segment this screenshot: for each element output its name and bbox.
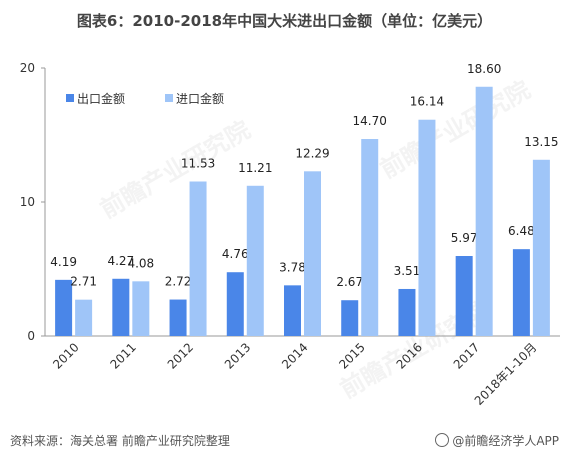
export-bar	[169, 299, 187, 336]
legend-swatch	[66, 94, 74, 102]
export-bar	[226, 272, 244, 336]
data-label: 2.72	[165, 275, 192, 289]
import-bar	[418, 119, 436, 336]
data-label: 16.14	[410, 95, 444, 109]
export-bar	[341, 300, 359, 336]
data-label: 2.67	[336, 275, 363, 289]
y-tick-label: 20	[20, 61, 35, 75]
import-bar	[75, 299, 93, 336]
x-tick-label: 2012	[165, 340, 196, 371]
data-label: 2.71	[70, 275, 97, 289]
source-note: 资料来源：海关总署 前瞻产业研究院整理	[10, 434, 230, 448]
data-label: 4.08	[127, 256, 154, 270]
x-tick-label: 2014	[279, 340, 310, 371]
x-tick-label: 2011	[107, 340, 138, 371]
data-label: 3.51	[394, 264, 421, 278]
export-bar	[55, 279, 73, 336]
x-tick-label: 2010	[50, 340, 81, 371]
data-label: 3.78	[279, 260, 306, 274]
data-label: 11.21	[238, 161, 272, 175]
data-label: 4.76	[222, 247, 249, 261]
brand-credit: @前瞻经济学人APP	[435, 432, 559, 449]
import-bar	[189, 181, 207, 336]
legend-swatch	[165, 94, 173, 102]
export-bar	[112, 278, 130, 336]
data-label: 13.15	[524, 135, 558, 149]
export-bar	[398, 288, 416, 336]
legend-label: 出口金额	[77, 91, 125, 106]
x-tick-label: 2016	[394, 340, 425, 371]
data-label: 12.29	[295, 146, 329, 160]
data-label: 14.70	[353, 114, 387, 128]
import-bar	[246, 185, 264, 336]
legend-label: 进口金额	[176, 91, 224, 106]
data-label: 5.97	[451, 231, 478, 245]
chart-title: 图表6：2010-2018年中国大米进出口金额（单位：亿美元）	[76, 12, 493, 30]
brand-text: @前瞻经济学人APP	[452, 434, 559, 448]
y-tick-label: 10	[20, 195, 35, 209]
import-bar	[475, 86, 493, 336]
brand-logo-icon	[435, 433, 450, 447]
y-tick-label: 0	[27, 329, 35, 343]
export-bar	[284, 285, 301, 336]
export-bar	[512, 249, 530, 336]
data-label: 4.27	[107, 254, 134, 268]
import-bar	[361, 139, 379, 336]
import-bar	[532, 159, 550, 336]
x-tick-label: 2013	[222, 340, 253, 371]
data-label: 18.60	[467, 62, 501, 76]
import-bar	[304, 171, 321, 336]
data-label: 4.19	[50, 255, 77, 269]
export-bar	[455, 256, 473, 336]
import-bar	[132, 281, 150, 336]
x-tick-label: 2017	[451, 340, 482, 371]
data-label: 11.53	[181, 156, 215, 170]
data-label: 6.48	[508, 224, 535, 238]
x-tick-label: 2015	[336, 340, 367, 371]
